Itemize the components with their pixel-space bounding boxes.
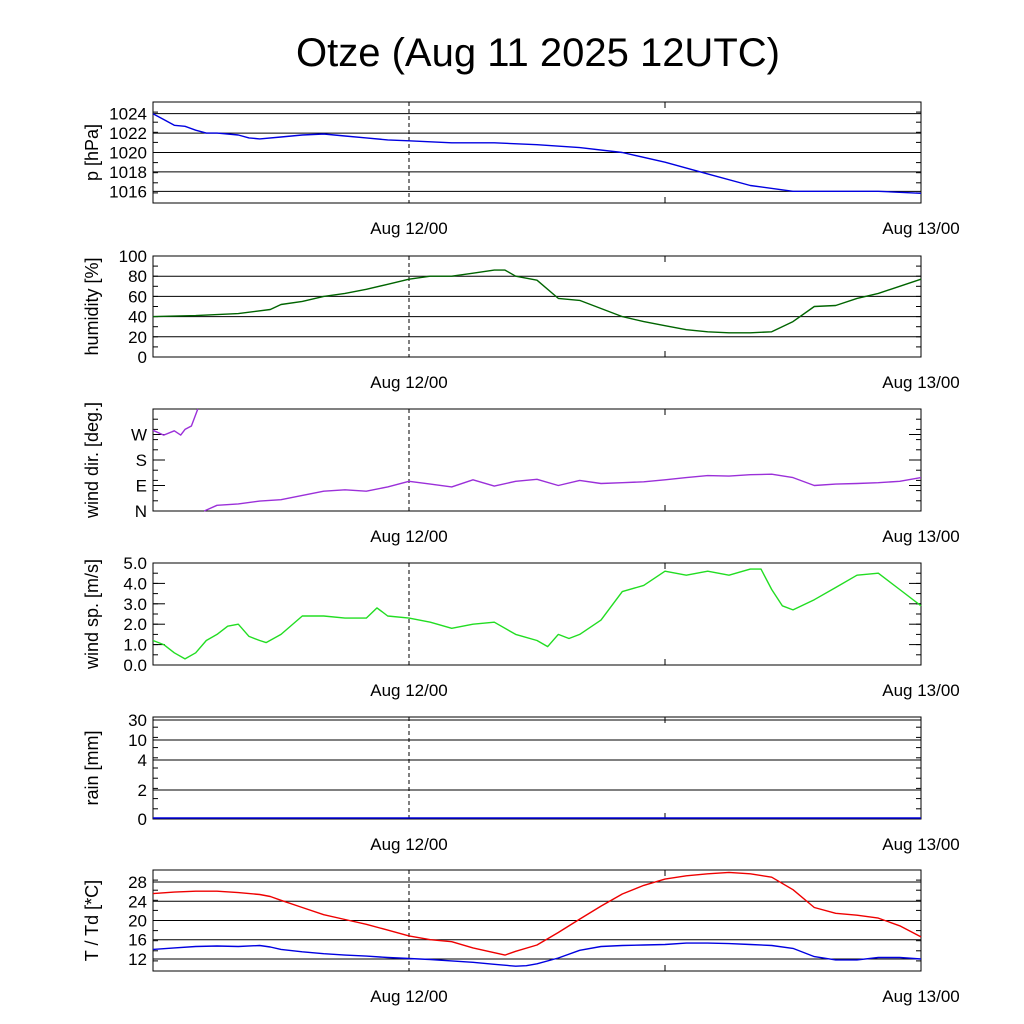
y-tick-label: 1024 <box>109 105 147 124</box>
y-tick-label: 1.0 <box>123 636 147 655</box>
y-tick-label: 1020 <box>109 144 147 163</box>
y-axis-label: wind sp. [m/s] <box>82 559 102 670</box>
series-line <box>152 871 922 956</box>
y-tick-label: S <box>136 451 147 470</box>
y-tick-label: N <box>135 502 147 521</box>
y-tick-label: 2.0 <box>123 615 147 634</box>
y-tick-label: 10 <box>128 731 147 750</box>
y-tick-label: 20 <box>128 912 147 931</box>
panel-frame <box>152 408 922 512</box>
series-line <box>203 473 922 512</box>
y-axis-label: T / Td [*C] <box>82 880 102 961</box>
x-tick-label: Aug 12/00 <box>370 835 448 854</box>
x-tick-label: Aug 13/00 <box>882 527 960 546</box>
x-tick-label: Aug 13/00 <box>882 373 960 392</box>
y-tick-label: 5.0 <box>123 554 147 573</box>
x-tick-label: Aug 13/00 <box>882 681 960 700</box>
y-axis-label: rain [mm] <box>82 730 102 805</box>
y-tick-label: 12 <box>128 950 147 969</box>
series-line <box>152 568 922 660</box>
y-tick-label: 40 <box>128 308 147 327</box>
y-tick-label: W <box>131 426 147 445</box>
panel-frame <box>152 562 922 666</box>
y-tick-label: 16 <box>128 931 147 950</box>
panel-frame <box>152 716 922 820</box>
x-tick-label: Aug 13/00 <box>882 835 960 854</box>
y-tick-label: 60 <box>128 287 147 306</box>
x-tick-label: Aug 12/00 <box>370 681 448 700</box>
y-tick-label: 80 <box>128 267 147 286</box>
y-axis-label: wind dir. [deg.] <box>82 402 102 519</box>
chart-title: Otze (Aug 11 2025 12UTC) <box>296 31 780 75</box>
y-tick-label: 3.0 <box>123 595 147 614</box>
y-tick-label: 1018 <box>109 163 147 182</box>
panel-frame <box>152 255 922 358</box>
x-tick-label: Aug 12/00 <box>370 219 448 238</box>
y-tick-label: 4.0 <box>123 574 147 593</box>
series-line <box>152 942 922 967</box>
y-tick-label: 20 <box>128 328 147 347</box>
x-tick-label: Aug 13/00 <box>882 219 960 238</box>
y-axis-label: p [hPa] <box>82 124 102 181</box>
y-tick-label: 4 <box>138 751 147 770</box>
y-tick-label: E <box>136 477 147 496</box>
x-tick-label: Aug 12/00 <box>370 987 448 1006</box>
panel-3: 0.01.0 2.03.0 4.05.0 Aug 12/00 Aug 13/00 wind… <box>82 554 960 700</box>
y-tick-label: 0.0 <box>123 656 147 675</box>
y-tick-label: 2 <box>138 781 147 800</box>
y-tick-label: 1022 <box>109 124 147 143</box>
y-axis-label: humidity [%] <box>82 257 102 355</box>
y-tick-label: 0 <box>138 810 147 829</box>
y-tick-label: 24 <box>128 892 147 911</box>
y-tick-label: 1016 <box>109 182 147 201</box>
y-tick-label: 30 <box>128 711 147 730</box>
y-tick-label: 28 <box>128 873 147 892</box>
y-tick-label: 0 <box>138 348 147 367</box>
series-line <box>152 408 199 436</box>
panel-frame <box>152 869 922 972</box>
x-tick-label: Aug 13/00 <box>882 987 960 1006</box>
x-tick-label: Aug 12/00 <box>370 373 448 392</box>
series-line <box>152 269 922 334</box>
y-tick-label: 100 <box>119 247 147 266</box>
x-tick-label: Aug 12/00 <box>370 527 448 546</box>
series-line <box>152 113 922 194</box>
panel-frame <box>152 101 922 204</box>
